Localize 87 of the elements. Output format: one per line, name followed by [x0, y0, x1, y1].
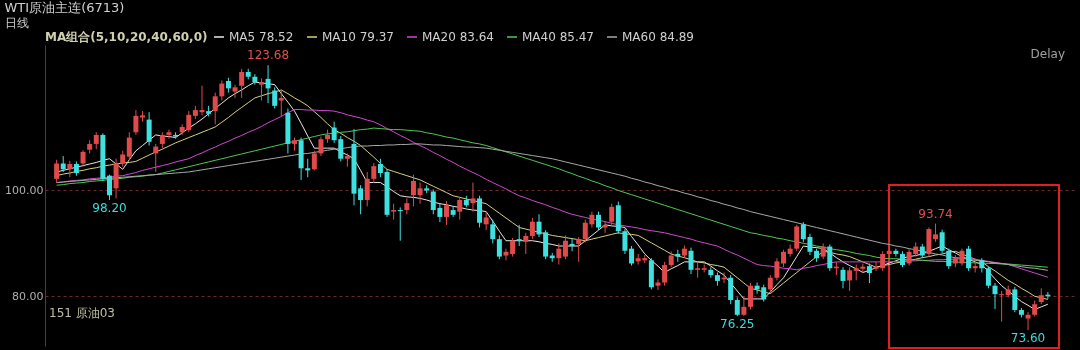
candlestick	[219, 79, 225, 102]
candlestick	[272, 86, 278, 109]
candlestick	[655, 278, 661, 291]
candlestick	[258, 77, 264, 102]
candlestick	[602, 220, 608, 234]
annotation: 73.60	[1010, 331, 1046, 346]
candlestick	[576, 236, 582, 263]
candlestick	[827, 243, 833, 272]
candlestick	[146, 111, 152, 147]
annotation: 98.20	[92, 201, 127, 215]
candlestick	[54, 159, 60, 184]
candlestick	[503, 248, 509, 261]
candlestick	[556, 242, 562, 266]
chart-title: WTI原油主连(6713)	[4, 0, 125, 15]
candlestick	[999, 290, 1005, 323]
candlestick	[496, 234, 502, 260]
candlestick	[305, 158, 311, 178]
candlestick	[516, 224, 522, 247]
legend-label: MA40 85.47	[522, 30, 594, 44]
candlestick	[371, 162, 377, 184]
candlestick	[866, 262, 872, 284]
candlestick	[569, 237, 575, 252]
candlestick	[133, 109, 139, 136]
candlestick	[529, 217, 535, 240]
annotation: 93.74	[918, 206, 953, 221]
candlestick	[933, 223, 939, 243]
candlestick	[358, 184, 364, 215]
annotation: 151 原油03	[49, 306, 115, 320]
candlestick	[265, 64, 271, 104]
candlestick	[318, 136, 324, 157]
candlestick	[311, 150, 317, 171]
candlestick	[450, 205, 456, 218]
annotation: 76.25	[720, 317, 755, 332]
legend-label: MA10 79.37	[322, 30, 394, 44]
candlestick	[232, 84, 238, 99]
candlestick	[787, 243, 793, 258]
candlestick	[985, 266, 991, 289]
legend-title: MA组合(5,10,20,40,60,0)	[45, 30, 208, 44]
candlestick	[278, 89, 284, 117]
candlestick	[946, 248, 952, 270]
candlestick	[510, 237, 516, 258]
candlestick	[417, 182, 423, 205]
candlestick	[596, 211, 601, 231]
y-tick-label: 100.00	[5, 183, 44, 197]
candlestick	[741, 295, 747, 317]
legend-label: MA5 78.52	[229, 30, 294, 44]
candlestick	[847, 266, 853, 292]
candlestick	[166, 129, 172, 140]
candlestick	[662, 261, 668, 287]
annotation: 123.68	[247, 48, 290, 63]
candlestick	[688, 247, 694, 275]
candlestick	[728, 274, 734, 305]
candlestick	[523, 232, 529, 255]
candlestick	[404, 197, 410, 215]
candlestick	[126, 131, 132, 161]
candlestick	[774, 257, 780, 281]
candlestick	[444, 200, 449, 226]
annotation: Delay	[1030, 47, 1065, 61]
candlestick	[966, 245, 972, 272]
candlestick	[609, 203, 615, 226]
candlestick	[840, 266, 846, 289]
candlestick	[364, 171, 370, 207]
candlestick	[483, 211, 489, 231]
candlestick	[377, 158, 383, 178]
candlestick	[457, 196, 463, 221]
candlestick	[622, 228, 628, 255]
candlestick	[747, 282, 753, 310]
chart-subtitle: 日线	[4, 16, 29, 30]
candlestick	[734, 296, 740, 317]
candlestick	[106, 174, 112, 201]
candlestick	[893, 248, 899, 258]
candlestick	[490, 219, 496, 244]
candlestick	[1012, 286, 1018, 313]
candlestick	[252, 73, 258, 86]
candlestick	[239, 68, 245, 99]
legend-label: MA20 83.64	[422, 30, 494, 44]
y-tick-label: 80.00	[12, 289, 44, 303]
candlestick	[397, 206, 403, 242]
candlestick	[794, 224, 800, 252]
candlestick	[562, 234, 568, 260]
candlestick	[629, 245, 635, 267]
candlestick	[939, 229, 945, 254]
legend-label: MA60 84.89	[622, 30, 694, 44]
candlestick	[410, 174, 416, 207]
candlestick	[992, 282, 998, 310]
candlestick	[212, 92, 218, 125]
candlestick	[470, 182, 476, 213]
